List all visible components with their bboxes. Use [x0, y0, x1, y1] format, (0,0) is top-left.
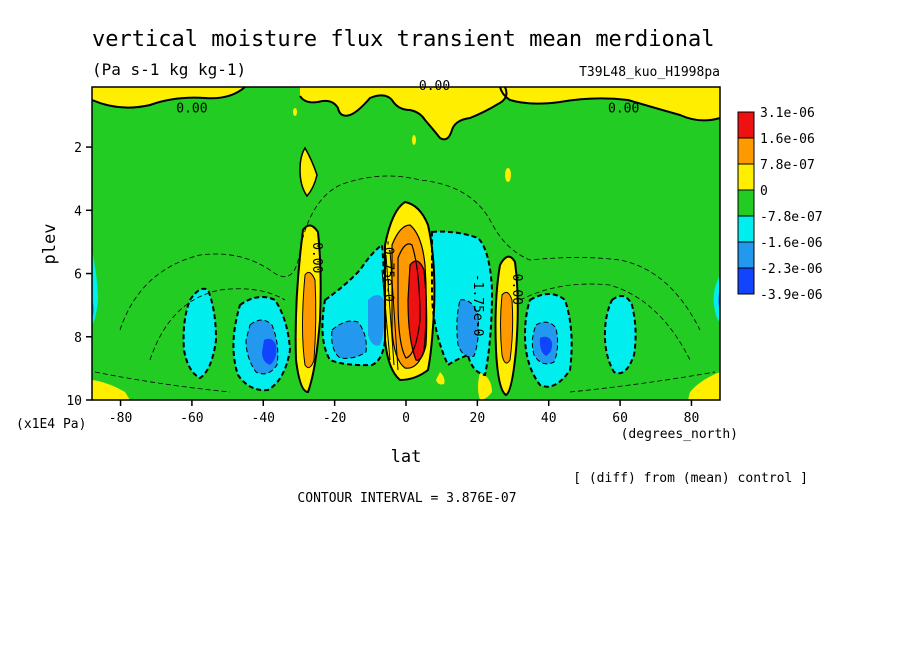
x-tick-label: 60	[612, 411, 628, 426]
plot-area	[91, 86, 721, 401]
colorbar-swatch	[737, 241, 755, 269]
contour-labels: 0.00 0.00 0.00 0.00 0.00 -0.75e-0 -1.75e-0	[176, 79, 639, 336]
colorbar: 3.1e-06 1.6e-06 7.8e-07 0 -7.8e-07 -1.6e-06 -2…	[737, 106, 823, 303]
colorbar-swatch	[737, 215, 755, 243]
x-tick-label: 80	[684, 411, 700, 426]
colorbar-swatch	[737, 137, 755, 165]
run-label: T39L48_kuo_H1998pa	[579, 65, 720, 80]
contour-label: 0.00	[176, 101, 207, 116]
negative-contour-lines	[94, 175, 716, 393]
x-tick-label: -20	[323, 411, 346, 426]
y-axis-units: (x1E4 Pa)	[16, 417, 86, 432]
contour-label: -0.75e-0	[381, 239, 396, 302]
colorbar-label: 7.8e-07	[760, 158, 815, 173]
colorbar-label: -2.3e-06	[760, 262, 823, 277]
contour-lines	[91, 86, 721, 397]
colorbar-swatch	[737, 189, 755, 217]
contour-interval: CONTOUR INTERVAL = 3.876E-07	[297, 491, 516, 506]
x-tick-label: -40	[252, 411, 275, 426]
x-tick-label: 40	[541, 411, 557, 426]
y-tick-label: 10	[66, 394, 82, 409]
contour-label: 0.00	[608, 101, 639, 116]
colorbar-swatch	[737, 163, 755, 191]
x-tick-label: 0	[402, 411, 410, 426]
colorbar-label: 0	[760, 184, 768, 199]
x-axis-label: lat	[391, 447, 422, 467]
positive-regions-strong	[408, 261, 427, 361]
diff-note: [ (diff) from (mean) control ]	[573, 471, 808, 486]
y-axis-ticks: 2 4 6 8 10	[66, 141, 92, 409]
y-tick-label: 8	[74, 331, 82, 346]
contour-label: 0.00	[419, 79, 450, 94]
colorbar-label: -1.6e-06	[760, 236, 823, 251]
colorbar-label: 3.1e-06	[760, 106, 815, 121]
contour-label: -1.75e-0	[470, 274, 485, 337]
colorbar-swatch	[737, 111, 755, 139]
chart-title: vertical moisture flux transient mean me…	[92, 27, 715, 52]
colorbar-swatch	[737, 267, 755, 295]
contour-label: 0.00	[509, 274, 524, 305]
x-tick-label: -60	[180, 411, 203, 426]
x-axis-ticks: -80 -60 -40 -20 0 20 40 60 80	[109, 400, 699, 426]
x-axis-units: (degrees_north)	[621, 427, 738, 442]
x-tick-label: -80	[109, 411, 132, 426]
y-tick-label: 4	[74, 204, 82, 219]
chart-units: (Pa s-1 kg kg-1)	[92, 60, 246, 79]
upper-positive-regions	[92, 87, 720, 400]
colorbar-label: -7.8e-07	[760, 210, 823, 225]
y-tick-label: 2	[74, 141, 82, 156]
y-tick-label: 6	[74, 268, 82, 283]
x-tick-label: 20	[470, 411, 486, 426]
y-axis-label: plev	[40, 224, 60, 265]
negative-regions-strong	[262, 336, 553, 365]
colorbar-label: 1.6e-06	[760, 132, 815, 147]
colorbar-label: -3.9e-06	[760, 288, 823, 303]
contour-label: 0.00	[309, 242, 324, 273]
